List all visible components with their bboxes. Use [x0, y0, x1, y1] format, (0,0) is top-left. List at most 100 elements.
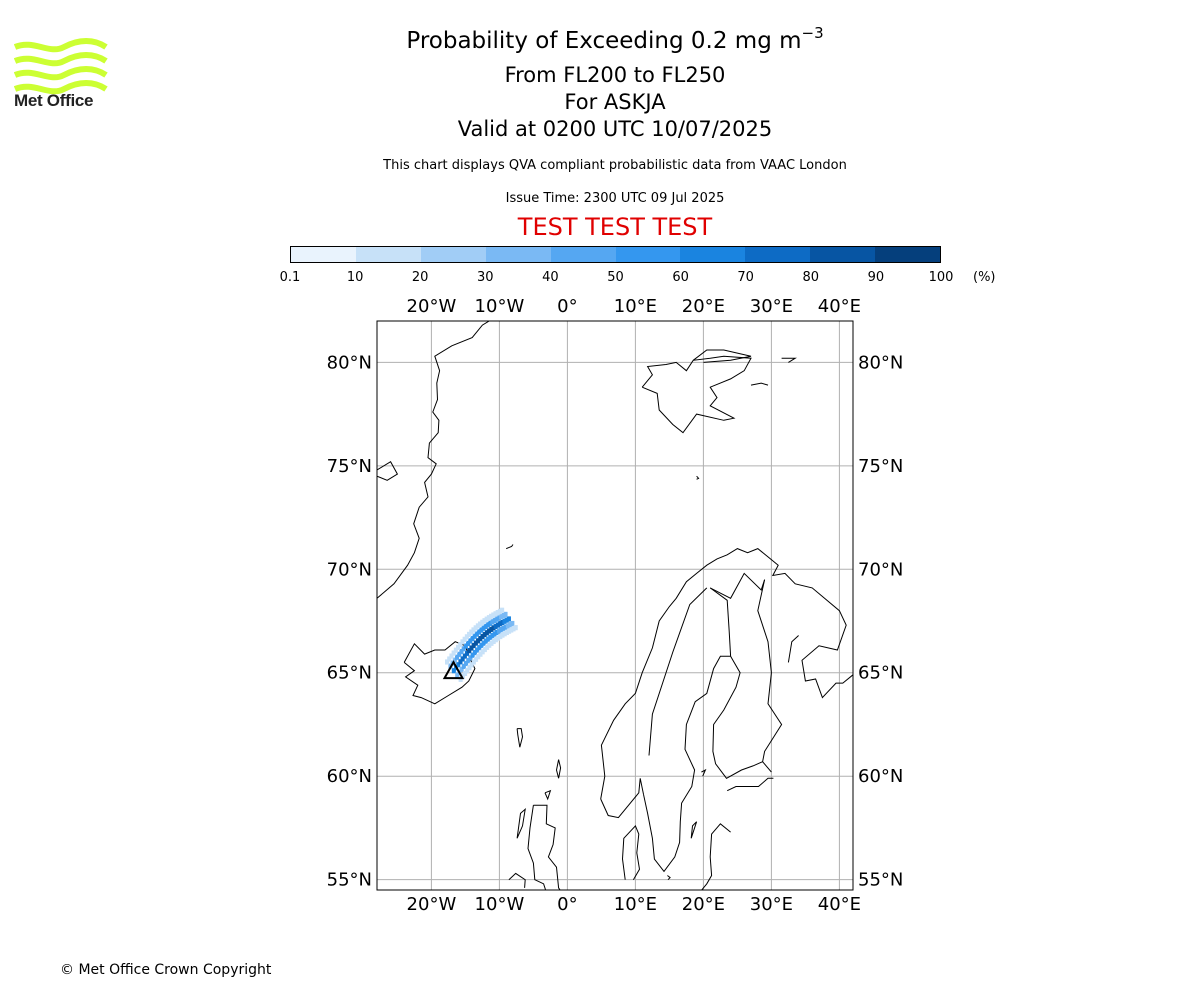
plume-cell	[476, 638, 481, 644]
plume-cell	[489, 613, 494, 619]
plume-cell	[500, 632, 505, 638]
longitude-tick-label: 20°E	[682, 894, 725, 915]
latitude-tick-label: 55°N	[327, 870, 372, 891]
latitude-tick-label: 70°N	[858, 559, 903, 580]
plume-cell	[494, 629, 499, 635]
plume-cell	[482, 618, 487, 624]
plume-cell	[465, 650, 470, 656]
colorbar-tick-label: 10	[346, 270, 364, 285]
coastline-greenland	[377, 321, 490, 599]
latitude-tick-label: 65°N	[327, 663, 372, 684]
plume-cell	[460, 673, 465, 679]
plume-cell	[506, 616, 511, 622]
chart-description: This chart displays QVA compliant probab…	[383, 158, 847, 173]
coastline-finland	[712, 655, 772, 779]
colorbar-tick-label: 90	[867, 270, 885, 285]
plume-cell	[488, 620, 493, 626]
plume-cell	[455, 672, 460, 678]
coastline-norway	[600, 548, 853, 800]
colorbar-tick-label: 50	[607, 270, 624, 285]
plume-cell	[484, 630, 489, 636]
longitude-tick-label: 10°W	[475, 296, 525, 317]
plume-cell	[505, 623, 510, 629]
coastline-svalbard	[641, 355, 752, 434]
plume-cell	[493, 611, 498, 617]
plume-cell	[510, 620, 515, 627]
plume-cell	[459, 648, 464, 655]
plume-cell	[468, 638, 473, 644]
longitude-tick-label: 0°	[557, 296, 577, 317]
colorbar-tick-label: 20	[411, 270, 429, 285]
longitude-tick-label: 40°E	[818, 894, 861, 915]
plume-cell	[497, 608, 502, 615]
plume-cell	[474, 656, 479, 662]
plume-cell	[508, 622, 513, 628]
plume-cell	[468, 655, 473, 661]
coastline-sweden_finland_border	[709, 587, 732, 657]
plume-cell	[464, 634, 469, 640]
plume-cell	[485, 622, 490, 628]
volcano-name: For ASKJA	[564, 90, 666, 114]
logo-wave	[14, 52, 108, 67]
valid-time: Valid at 0200 UTC 10/07/2025	[457, 117, 773, 141]
plume-cell	[472, 633, 477, 639]
plume-cell	[460, 639, 465, 645]
plume-cell	[480, 619, 485, 625]
map-frame	[376, 320, 854, 891]
map-tick-labels: 20°W 20°W 10°W 10°W 0° 0° 10°E 10°E 20°E 20°E 30°E…	[327, 296, 904, 915]
plume-cell	[491, 638, 496, 645]
plume-cell	[462, 653, 467, 659]
logo-wave	[14, 80, 108, 95]
met-office-logo-icon	[14, 38, 108, 95]
plume-cell	[498, 621, 503, 627]
plume-cell	[464, 660, 469, 667]
coastline-russia_inland	[757, 579, 783, 762]
latitude-tick-label: 80°N	[858, 352, 903, 373]
ash-plume	[445, 607, 518, 682]
coastline-hebrides	[516, 808, 526, 839]
plume-cell	[470, 635, 475, 642]
logo-wave	[14, 66, 108, 81]
plume-cell	[499, 614, 504, 620]
plume-cell	[482, 646, 487, 653]
coastline-denmark	[621, 824, 641, 880]
colorbar-tick-label: 60	[672, 270, 689, 285]
plume-cell	[489, 626, 494, 632]
colorbar-segment	[875, 247, 941, 262]
plume-cell	[480, 649, 485, 655]
plume-cell	[445, 659, 450, 665]
flight-level-range: From FL200 to FL250	[504, 63, 726, 87]
latitude-tick-label: 80°N	[327, 352, 372, 373]
coastline-kvitoya	[781, 357, 797, 363]
plume-cell	[495, 610, 500, 616]
plume-cell	[473, 625, 478, 631]
plume-cell	[501, 612, 506, 619]
coastline-bornholm	[667, 875, 671, 881]
colorbar-tick-label: 80	[802, 270, 820, 285]
longitude-tick-label: 20°W	[407, 296, 457, 317]
colorbar-segment	[485, 247, 551, 262]
plume-cell	[502, 618, 507, 624]
plume-cell	[480, 633, 485, 640]
plume-cell	[471, 627, 476, 633]
plume-cell	[452, 657, 457, 663]
colorbar-tick-label: 0.1	[279, 270, 301, 285]
plume-cell	[447, 656, 452, 662]
plume-cell	[483, 623, 488, 630]
title-exponent: −3	[801, 24, 824, 42]
colorbar-tick-label: 70	[737, 270, 754, 285]
plume-cell	[492, 631, 497, 637]
coastline-estonia	[726, 777, 774, 792]
coastline-faroe	[516, 728, 524, 748]
plume-cell	[458, 642, 463, 648]
test-banner: TEST TEST TEST	[517, 213, 713, 241]
plume-cell	[449, 653, 454, 659]
plume-cell	[475, 647, 480, 653]
plume-cell	[488, 634, 493, 640]
plume-cell	[455, 654, 460, 660]
coastline-baltic	[701, 823, 731, 890]
plume-cell	[469, 629, 474, 635]
plume-cell	[451, 668, 456, 674]
coastline-bjornoya	[696, 475, 700, 480]
coastline-white_sea	[787, 635, 799, 663]
